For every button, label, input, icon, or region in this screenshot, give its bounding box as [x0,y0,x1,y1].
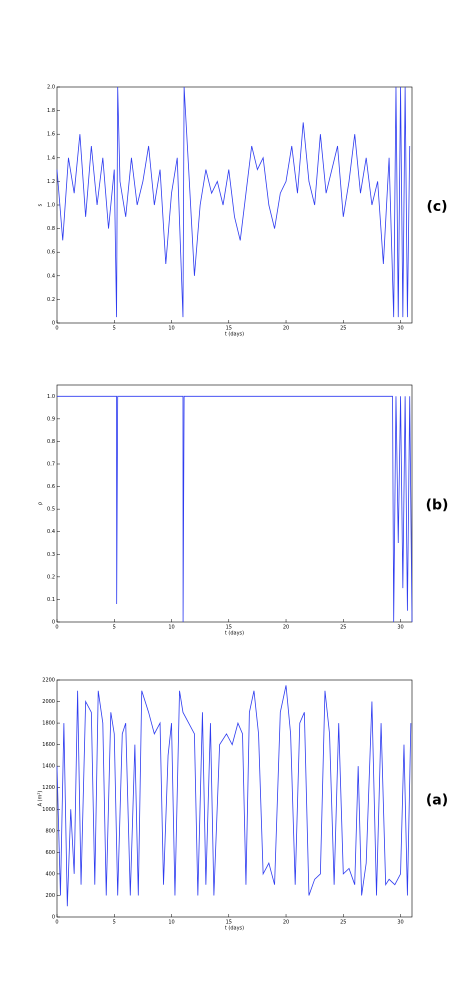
y-tick-label: 0.8 [47,226,55,232]
x-tick-label: 20 [283,920,289,926]
x-tick-label: 15 [226,920,232,926]
x-tick-label: 10 [168,326,174,332]
y-tick-label: 1.6 [47,132,55,138]
y-tick-label: 200 [45,893,55,899]
y-tick-label: 0.1 [47,597,55,603]
x-tick-label: 25 [340,920,346,926]
y-tick-label: 0.9 [47,416,55,422]
y-tick-label: 2000 [42,699,55,705]
y-tick-label: 1.8 [47,108,55,114]
y-tick-label: 1.0 [47,203,55,209]
x-tick-label: 5 [113,326,116,332]
y-tick-label: 1.2 [47,179,55,185]
x-tick-label: 30 [397,625,403,631]
data-line [56,86,411,318]
y-tick-label: 600 [45,850,55,856]
y-tick-label: 0.5 [47,507,55,513]
y-tick-label: 0.2 [47,297,55,303]
y-tick-label: 0 [52,915,55,921]
x-tick-label: 15 [226,326,232,332]
x-axis-label: t (days) [225,332,244,338]
y-tick-label: 0 [52,620,55,626]
panel-label: (a) [426,793,448,809]
y-tick-label: 0.8 [47,439,55,445]
x-tick-label: 0 [55,920,58,926]
x-tick-label: 10 [168,625,174,631]
y-tick-label: 0.7 [47,462,55,468]
plot-frame [56,384,413,623]
x-tick-label: 15 [226,625,232,631]
x-tick-label: 5 [113,920,116,926]
y-tick-label: 1.0 [47,394,55,400]
y-axis-label: s [38,203,44,206]
y-tick-label: 400 [45,871,55,877]
y-tick-label: 1600 [42,742,55,748]
data-line [57,395,413,623]
y-tick-label: 0.4 [47,529,55,535]
x-tick-label: 30 [397,326,403,332]
y-tick-label: 0.4 [47,273,55,279]
plot-frame [56,679,413,918]
x-axis-label: t (days) [225,926,244,932]
y-tick-label: 1.4 [47,155,55,161]
x-axis-label: t (days) [225,631,244,637]
x-tick-label: 10 [168,920,174,926]
y-tick-label: 2200 [42,678,55,684]
y-tick-label: 0.2 [47,574,55,580]
y-tick-label: 0 [52,321,55,327]
data-line [56,685,412,907]
x-tick-label: 20 [283,326,289,332]
y-tick-label: 1800 [42,721,55,727]
x-tick-label: 0 [55,326,58,332]
x-tick-label: 0 [55,625,58,631]
x-tick-label: 5 [113,625,116,631]
y-tick-label: 800 [45,828,55,834]
y-tick-label: 2.0 [47,85,55,91]
plot-frame [56,86,413,324]
y-tick-label: 0.6 [47,250,55,256]
x-tick-label: 30 [397,920,403,926]
x-tick-label: 25 [340,326,346,332]
y-tick-label: 1200 [42,785,55,791]
y-tick-label: 0.6 [47,484,55,490]
x-tick-label: 25 [340,625,346,631]
panel-label: (c) [426,199,447,215]
y-axis-label: A (m²) [38,791,44,807]
y-axis-label: ρ [38,502,44,505]
x-tick-label: 20 [283,625,289,631]
y-tick-label: 0.3 [47,552,55,558]
y-tick-label: 1400 [42,764,55,770]
y-tick-label: 1000 [42,807,55,813]
panel-label: (b) [426,498,449,514]
